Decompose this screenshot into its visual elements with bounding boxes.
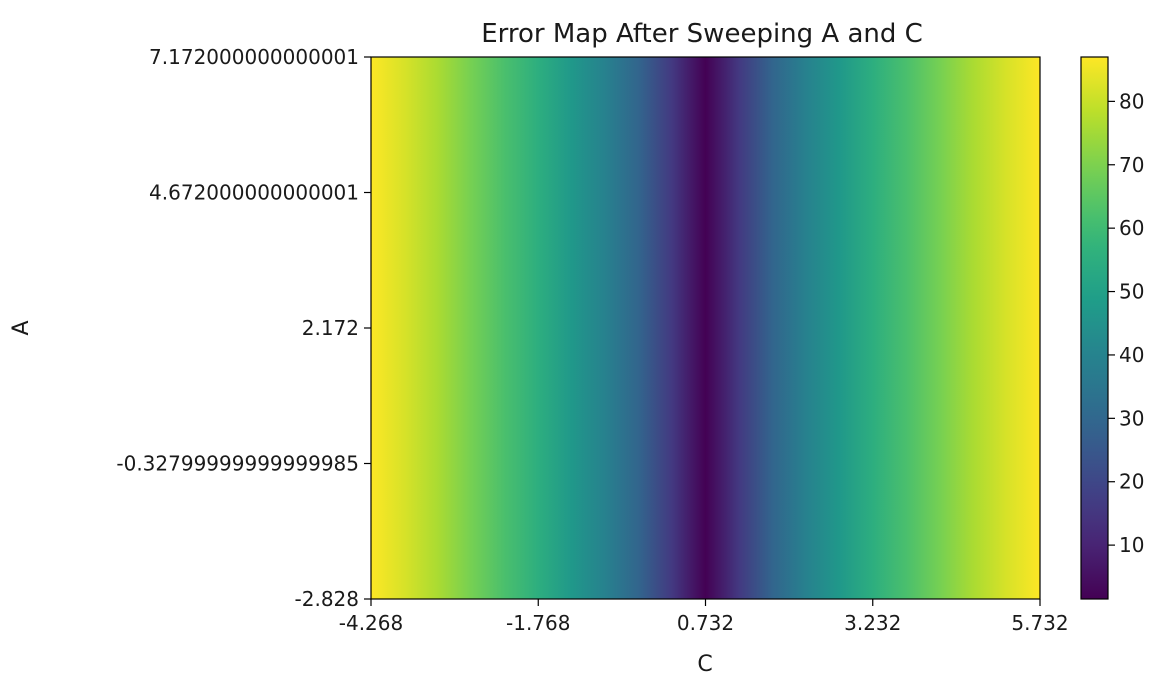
colorbar-tick-label: 50 xyxy=(1119,280,1144,304)
y-axis-ticks: -2.828 -0.32799999999999985 2.172 4.6720000… xyxy=(116,45,371,611)
y-axis-label: A xyxy=(9,320,34,335)
colorbar-ticks: 10 20 30 40 50 60 70 80 xyxy=(1108,89,1144,557)
colorbar-tick-label: 80 xyxy=(1119,89,1144,113)
colorbar-tick-label: 20 xyxy=(1119,470,1144,494)
y-tick-label: 2.172 xyxy=(302,316,359,340)
colorbar-tick-label: 10 xyxy=(1119,533,1144,557)
y-tick-label: -0.32799999999999985 xyxy=(116,452,359,476)
x-tick-label: -4.268 xyxy=(339,611,403,635)
x-tick-label: 3.232 xyxy=(844,611,901,635)
chart-title: Error Map After Sweeping A and C xyxy=(481,19,923,49)
x-axis-label: C xyxy=(697,652,712,677)
y-tick-label: 4.672000000000001 xyxy=(149,181,359,205)
colorbar-tick-label: 40 xyxy=(1119,343,1144,367)
heatmap-area xyxy=(370,56,1041,600)
colorbar-tick-label: 60 xyxy=(1119,216,1144,240)
x-tick-label: 0.732 xyxy=(677,611,734,635)
colorbar xyxy=(1080,56,1109,600)
colorbar-tick-label: 30 xyxy=(1119,406,1144,430)
y-tick-label: -2.828 xyxy=(295,587,359,611)
x-tick-label: 5.732 xyxy=(1011,611,1068,635)
colorbar-tick-label: 70 xyxy=(1119,153,1144,177)
x-axis-ticks: -4.268 -1.768 0.732 3.232 5.732 xyxy=(339,599,1069,635)
y-tick-label: 7.172000000000001 xyxy=(149,45,359,69)
x-tick-label: -1.768 xyxy=(506,611,570,635)
